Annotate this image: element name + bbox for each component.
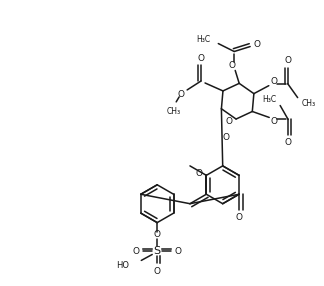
Text: O: O xyxy=(284,138,292,147)
Text: O: O xyxy=(196,169,203,178)
Text: CH₃: CH₃ xyxy=(166,107,180,116)
Text: O: O xyxy=(284,56,291,65)
Text: O: O xyxy=(154,230,161,239)
Text: O: O xyxy=(223,133,229,142)
Text: O: O xyxy=(225,117,232,126)
Text: O: O xyxy=(133,247,140,256)
Text: HO: HO xyxy=(116,261,129,270)
Text: O: O xyxy=(270,77,277,86)
Text: H₃C: H₃C xyxy=(262,95,276,104)
Text: O: O xyxy=(254,40,260,49)
Text: O: O xyxy=(175,247,182,256)
Text: O: O xyxy=(198,53,204,63)
Text: CH₃: CH₃ xyxy=(302,99,316,108)
Text: H₃C: H₃C xyxy=(196,35,210,44)
Text: O: O xyxy=(271,117,278,126)
Text: O: O xyxy=(178,90,185,100)
Text: S: S xyxy=(154,247,161,257)
Text: O: O xyxy=(229,61,236,70)
Text: O: O xyxy=(154,267,161,276)
Text: O: O xyxy=(236,213,243,222)
